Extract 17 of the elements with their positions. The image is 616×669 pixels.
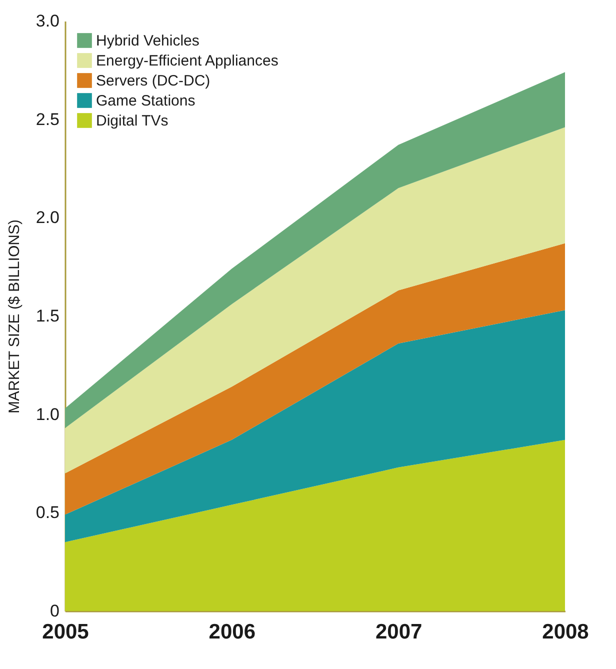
legend-label: Servers (DC-DC) bbox=[96, 72, 210, 90]
x-tick-label: 2005 bbox=[42, 620, 90, 644]
y-tick-label: 3.0 bbox=[36, 12, 60, 30]
y-tick-label: 2.0 bbox=[36, 208, 60, 228]
y-tick-label: 0 bbox=[50, 602, 60, 620]
y-tick-label: 1.5 bbox=[36, 306, 60, 326]
legend-label: Energy-Efficient Appliances bbox=[96, 52, 278, 70]
y-tick-label: 0.5 bbox=[36, 503, 60, 522]
y-tick-label: 2.5 bbox=[36, 110, 60, 129]
legend-label: Game Stations bbox=[96, 92, 196, 110]
legend-label: Digital TVs bbox=[96, 112, 168, 130]
legend-label: Hybrid Vehicles bbox=[96, 32, 200, 50]
x-tick-label: 2006 bbox=[208, 620, 256, 644]
y-axis-title: MARKET SIZE ($ BILLIONS) bbox=[6, 220, 23, 414]
x-tick-label: 2007 bbox=[375, 620, 422, 644]
y-tick-label: 1.0 bbox=[36, 404, 60, 424]
x-tick-label: 2008 bbox=[542, 620, 590, 644]
